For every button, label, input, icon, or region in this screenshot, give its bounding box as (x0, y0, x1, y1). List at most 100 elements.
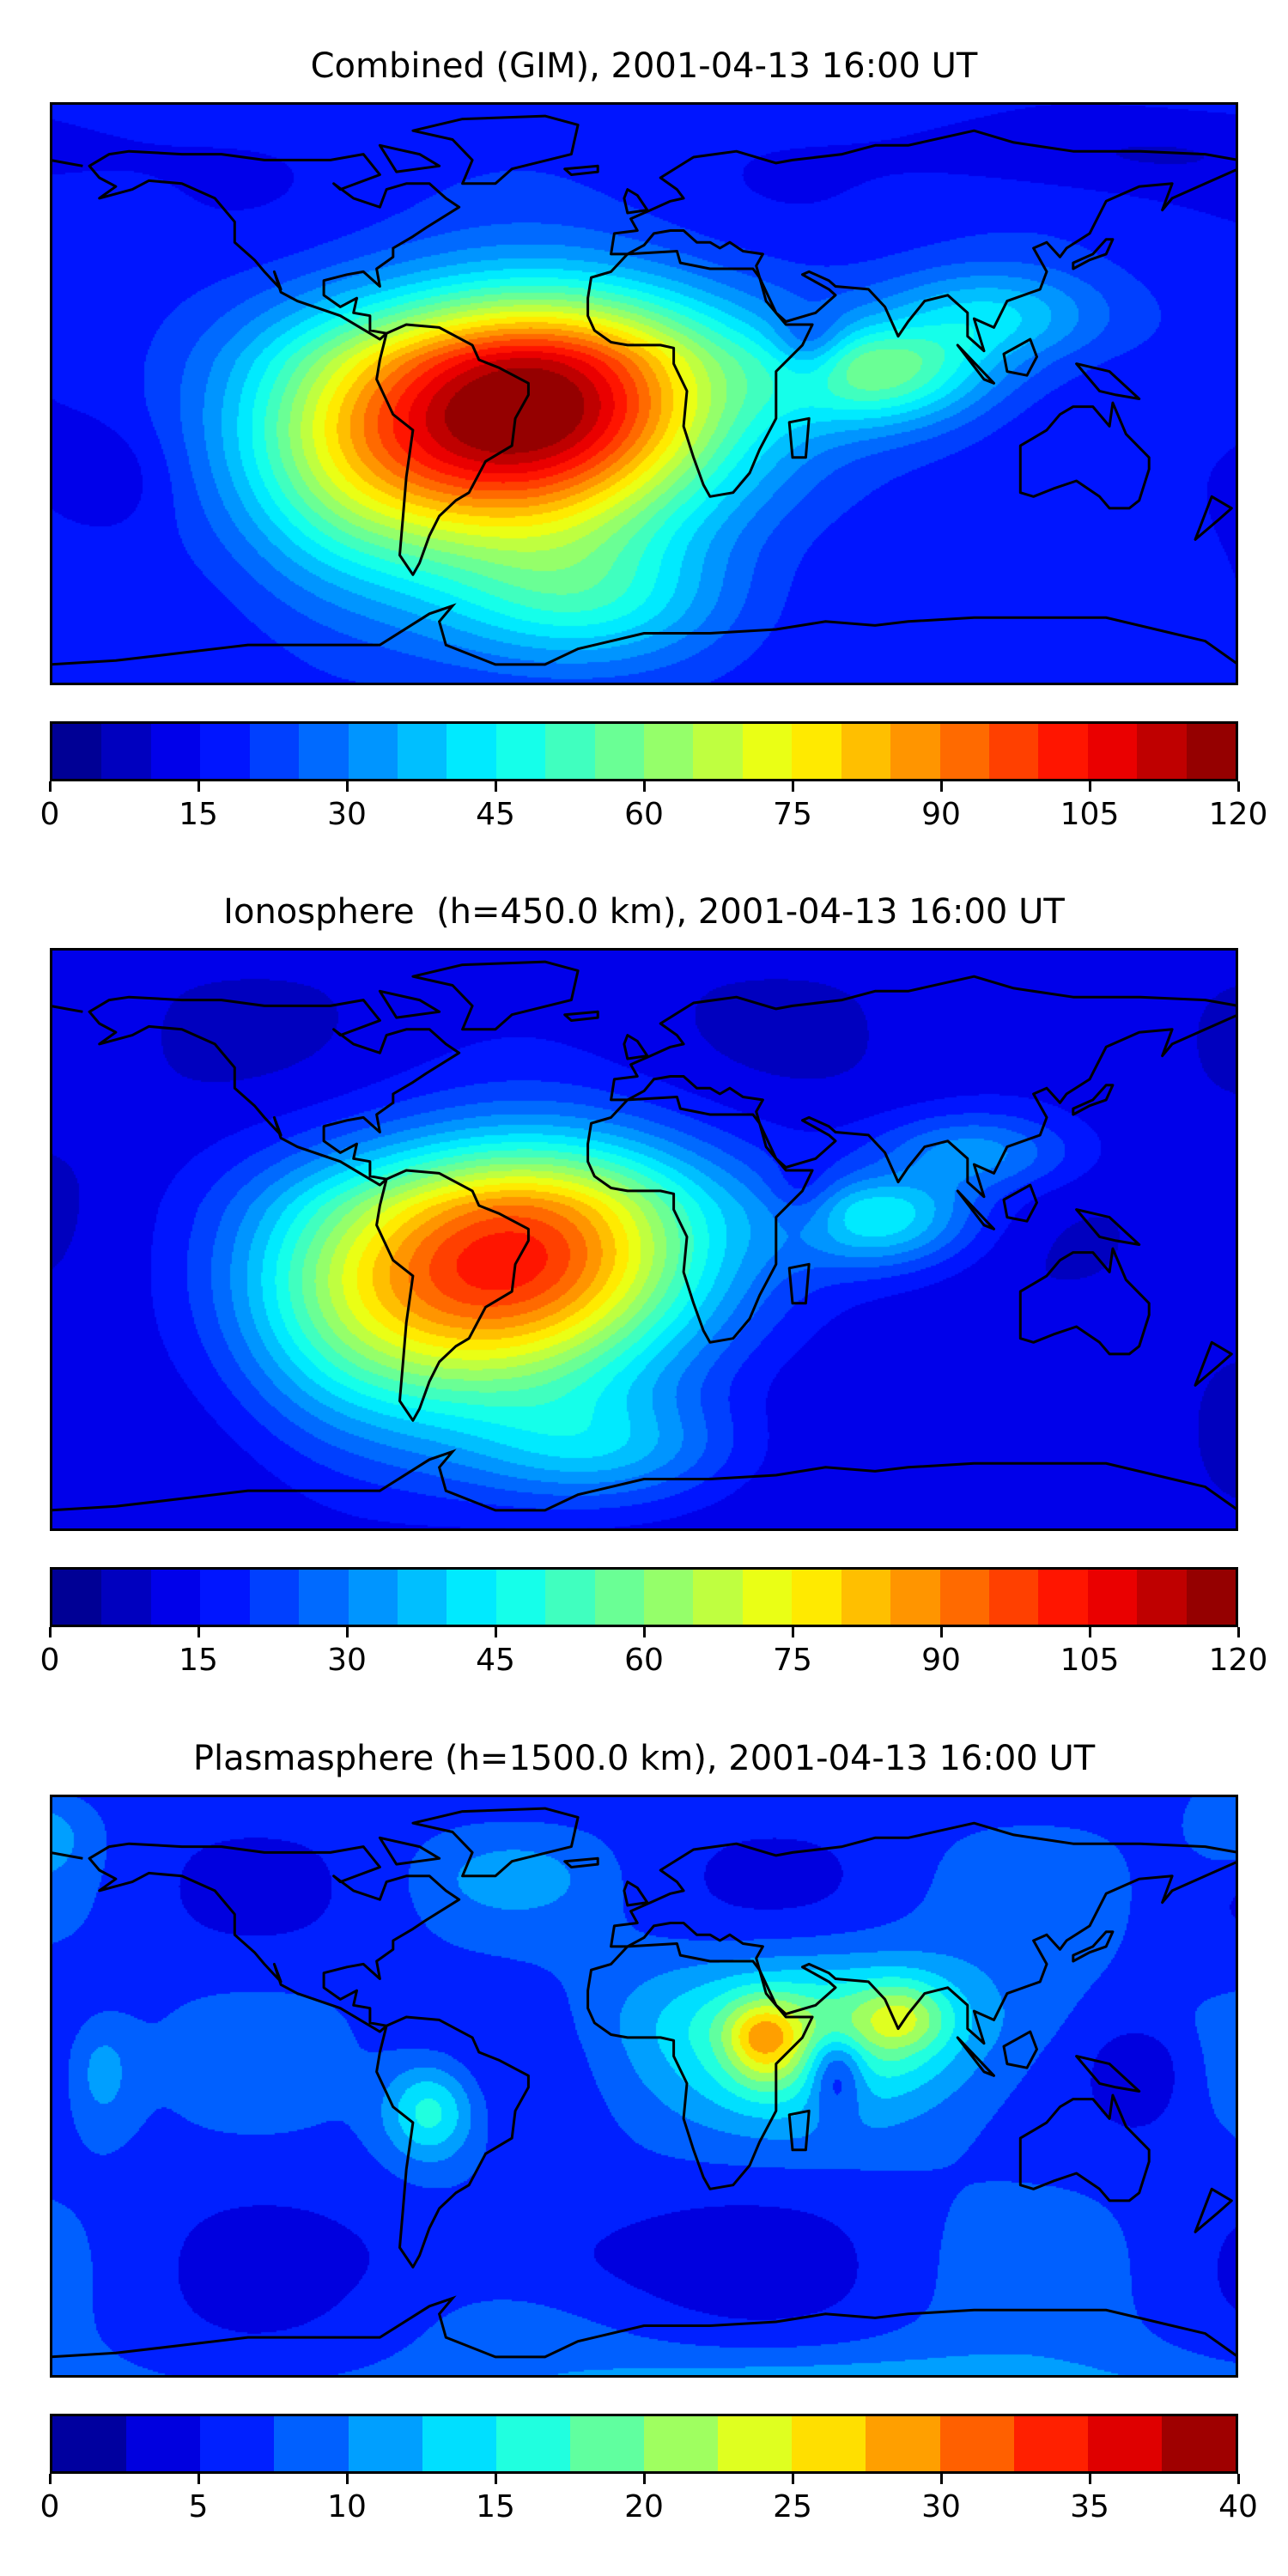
coastline (378, 989, 441, 1019)
colorbar-tick-label: 35 (1070, 2489, 1109, 2524)
colorbar-bin (792, 724, 841, 779)
colorbar-tick-mark (1088, 2474, 1091, 2484)
colorbar-tick-mark (494, 781, 497, 792)
plasmasphere-panel: Plasmasphere (h=1500.0 km), 2001-04-13 1… (0, 1692, 1288, 2538)
coastline (610, 129, 1236, 353)
coastline (1002, 337, 1038, 377)
colorbar-bin (52, 2416, 127, 2471)
colorbar-bin (1013, 2416, 1088, 2471)
coastline (623, 1034, 649, 1060)
tec-contour-field (52, 951, 1236, 1528)
colorbar-bin (1087, 1570, 1138, 1625)
coastline (586, 1942, 814, 2190)
coastline (52, 1851, 83, 1860)
colorbar-tick-label: 75 (773, 797, 812, 832)
colorbar (50, 2414, 1238, 2474)
colorbar-tick-mark (1236, 1627, 1240, 1637)
colorbar-bin (495, 1570, 546, 1625)
colorbar-bin (52, 724, 102, 779)
colorbar-tick-mark (1236, 2474, 1240, 2484)
colorbar-bin (274, 2416, 349, 2471)
colorbar-bin (594, 724, 645, 779)
colorbar-bin (989, 1570, 1039, 1625)
tec-map (50, 948, 1238, 1531)
colorbar-tick-mark (642, 2474, 646, 2484)
colorbar-tick-label: 30 (327, 1643, 367, 1678)
colorbar-tick-mark (1088, 781, 1091, 792)
tec-map (50, 1795, 1238, 2378)
colorbar-tick-label: 0 (39, 2489, 60, 2524)
colorbar-bin (644, 2416, 719, 2471)
colorbar-tick-label: 15 (179, 797, 218, 832)
colorbar-bin (718, 2416, 793, 2471)
colorbar-tick-mark (48, 1627, 52, 1637)
colorbar-bin (569, 2416, 644, 2471)
coastline (1194, 1340, 1233, 1387)
coastline (787, 416, 811, 459)
colorbar-bin (1038, 724, 1088, 779)
colorbar-bin (1087, 2416, 1162, 2471)
colorbar-tick-label: 15 (179, 1643, 218, 1678)
colorbar-bin (200, 724, 250, 779)
colorbar-bin (693, 724, 743, 779)
tec-contour-field (52, 1797, 1236, 2375)
colorbar-tick-label: 40 (1218, 2489, 1258, 2524)
colorbar-bin (1137, 724, 1187, 779)
colorbar-tick-mark (939, 1627, 943, 1637)
colorbar-tick-mark (1236, 781, 1240, 792)
colorbar-ticks: 0 15 30 45 60 75 90 105 120 (40, 1627, 1267, 1696)
colorbar-bin (742, 1570, 793, 1625)
colorbar-bin (200, 1570, 250, 1625)
coastline (52, 1449, 1236, 1512)
colorbar-tick-label: 45 (476, 797, 515, 832)
coastline (1018, 401, 1151, 510)
colorbar-tick-label: 105 (1060, 1643, 1120, 1678)
colorbar-bin (841, 724, 891, 779)
colorbar-bin (447, 724, 496, 779)
colorbar-tick-mark (197, 781, 200, 792)
colorbar-tick-mark (939, 2474, 943, 2484)
colorbar-tick-mark (939, 781, 943, 792)
coastline (956, 1189, 995, 1230)
colorbar-bin (890, 1570, 940, 1625)
colorbar-ticks: 0 15 30 45 60 75 90 105 120 (40, 781, 1267, 850)
colorbar-tick-mark (494, 1627, 497, 1637)
coastline (88, 1842, 461, 2033)
colorbar-tick-mark (494, 2474, 497, 2484)
colorbar-bin (1038, 1570, 1088, 1625)
colorbar-bin (693, 1570, 743, 1625)
colorbar-bin (52, 1570, 102, 1625)
coastline (563, 164, 599, 176)
colorbar-ticks: 0 5 10 15 20 25 30 35 40 (40, 2474, 1258, 2543)
colorbar-bin (1186, 1570, 1236, 1625)
coastline (411, 1807, 580, 1878)
plot-title: Ionosphere (h=450.0 km), 2001-04-13 16:0… (223, 892, 1065, 932)
colorbar-bin (249, 1570, 300, 1625)
tec-map (50, 102, 1238, 685)
colorbar-tick-label: 30 (921, 2489, 961, 2524)
coastline (378, 143, 441, 173)
coastline (1072, 238, 1115, 270)
colorbar-bin (1137, 1570, 1187, 1625)
colorbar-bin (126, 2416, 201, 2471)
colorbar-tick-mark (791, 2474, 794, 2484)
colorbar-tick-label: 25 (773, 2489, 812, 2524)
coastline (623, 188, 649, 215)
colorbar-tick-label: 105 (1060, 797, 1120, 832)
coastline (610, 975, 1236, 1199)
coastline (610, 1821, 1236, 2045)
coastline (1002, 1183, 1038, 1223)
coastline (1018, 1247, 1151, 1356)
coastline (787, 2109, 811, 2152)
colorbar-tick-mark (791, 1627, 794, 1637)
colorbar-tick-mark (345, 2474, 349, 2484)
coastline (88, 995, 461, 1187)
colorbar-bin (495, 724, 546, 779)
coastline (1075, 1208, 1141, 1246)
colorbar-tick-label: 10 (327, 2489, 367, 2524)
colorbar-tick-label: 0 (39, 1643, 60, 1678)
colorbar-bin (1087, 724, 1138, 779)
coastline (1194, 495, 1233, 541)
coastline (623, 1880, 649, 1907)
coastline (1002, 2030, 1038, 2069)
